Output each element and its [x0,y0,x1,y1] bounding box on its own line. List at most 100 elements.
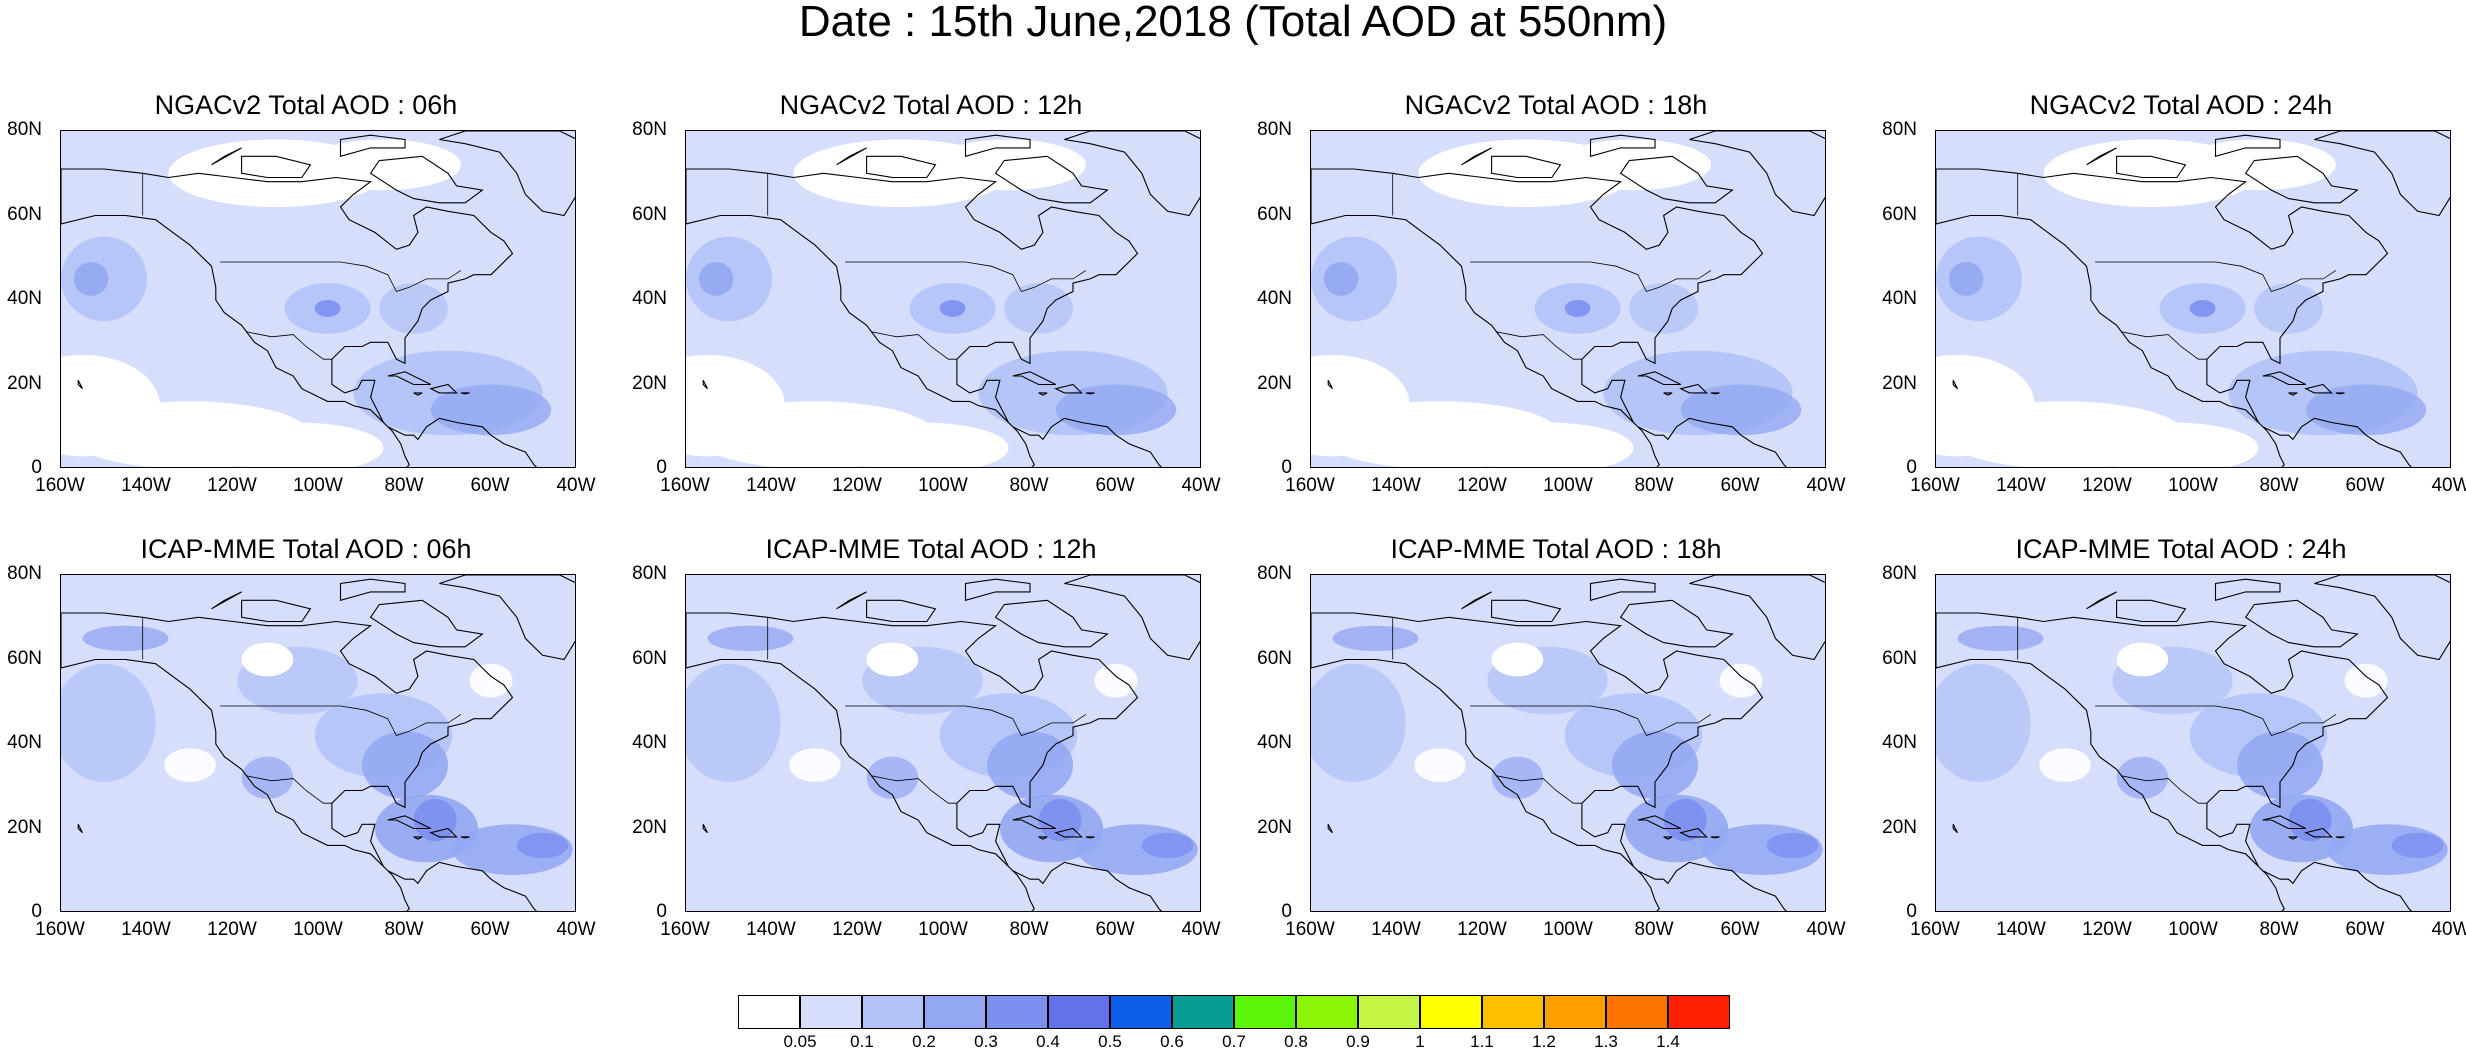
map-area [60,130,576,468]
x-tick-label: 160W [660,475,710,496]
aod-plume [211,422,384,467]
colorbar-label: 0.1 [850,1032,874,1051]
x-tick-label: 60W [1720,475,1760,496]
coastline-island [1637,815,1682,830]
colorbar-swatch [1110,995,1172,1029]
coastline-island [211,147,242,166]
aod-plume [2086,422,2259,467]
coastline-greenland [439,575,575,661]
y-tick-label: 40N [7,288,42,309]
x-tick-label: 80W [2259,475,2299,496]
y-tick-label: 20N [7,816,42,838]
colorbar-swatch [800,995,862,1029]
aod-plume [61,663,156,783]
coastline-island [1619,599,1734,648]
y-tick-label: 60N [1882,203,1917,225]
aod-plume [379,283,448,334]
coastline-island [1491,155,1562,179]
coastline-island [2288,836,2298,840]
x-tick-label: 160W [35,919,85,940]
coastline-island [2335,836,2345,839]
map-panel: NGACv2 Total AOD : 18h 80N 60N 40N 20N 0 160W 1… [1250,90,1845,534]
x-tick-label: 160W [660,919,710,940]
border-us-mexico [870,775,957,804]
coastline-island [2304,383,2333,394]
colorbar-swatch [986,995,1048,1029]
border-us-canada [845,261,1087,292]
coastline-island [1038,392,1048,396]
border-us-mexico [2120,775,2207,804]
colorbar-label: 1.4 [1656,1032,1680,1051]
aod-plume [1491,642,1544,677]
y-tick-label: 80N [632,119,667,140]
coastline-north-america [1311,168,1788,467]
y-tick-label: 60N [7,647,42,669]
colorbar-swatch [1544,995,1606,1029]
x-tick-label: 100W [2168,919,2218,940]
x-tick-label: 160W [1910,919,1960,940]
colorbar-label: 0.2 [912,1032,936,1051]
x-tick-label: 60W [470,475,510,496]
y-tick-label: 40N [1882,288,1917,309]
map-area [1935,130,2451,468]
x-tick-label: 100W [918,475,968,496]
coastline-island [1952,824,1958,834]
coastline-island [1679,383,1708,394]
x-tick-label: 40W [2431,919,2466,940]
coastline-island [2262,815,2307,830]
aod-plume [1629,283,1698,334]
y-tick-label: 80N [632,563,667,584]
colorbar-swatch [924,995,986,1029]
map-area [60,574,576,912]
y-tick-label: 0 [31,457,42,478]
coastline-island [1710,392,1720,395]
coastline-island [994,155,1109,204]
x-tick-label: 80W [1009,919,1049,940]
aod-plume [2288,798,2332,842]
map-area [1935,574,2451,912]
border-us-mexico [245,331,332,360]
colorbar-label: 1.1 [1470,1032,1494,1051]
coastline-island [339,578,406,602]
coastline-greenland [2314,131,2450,217]
colorbar-swatch [1420,995,1482,1029]
coastline-island [1327,824,1333,834]
map-panel: ICAP-MME Total AOD : 12h 80N 60N 40N 20N 0 160… [625,534,1220,978]
coastline-island [429,827,458,838]
coastline-greenland [1064,131,1200,217]
x-tick-label: 60W [470,919,510,940]
aod-plume [1055,384,1177,436]
x-tick-label: 100W [293,919,343,940]
coastline-island [369,155,484,204]
colorbar-legend: 0.05 0.1 0.2 0.3 0.4 0.5 0.6 0.7 0.8 0.9 1 1.1 1.2 1.… [738,995,1730,1053]
x-tick-label: 80W [384,919,424,940]
coastline-island [1085,392,1095,395]
coastline-island [1461,591,1492,610]
panel-title: NGACv2 Total AOD : 18h [1404,90,1708,120]
aod-plume [2181,139,2336,191]
border-us-canada [220,261,462,292]
x-tick-label: 80W [1009,475,1049,496]
coastline-greenland [2314,575,2450,661]
aod-plume [707,625,794,652]
coastline-island [339,134,406,158]
aod-plume [1719,663,1763,698]
aod-plume [866,756,919,799]
map-panel: ICAP-MME Total AOD : 18h 80N 60N 40N 20N 0 160… [1250,534,1845,978]
y-tick-label: 40N [1257,732,1292,753]
aod-map-svg [1311,575,1825,911]
aod-plume [2391,832,2444,859]
x-tick-label: 80W [1634,475,1674,496]
x-tick-label: 140W [1371,475,1421,496]
aod-plume [430,384,552,436]
coastline-island [1589,134,1656,158]
colorbar-swatch [1048,995,1110,1029]
aod-plume [2039,748,2091,783]
x-tick-label: 100W [1543,475,1593,496]
aod-plume [1141,832,1194,859]
x-tick-label: 120W [207,919,257,940]
coastline-island [241,599,312,623]
aod-plume [2305,384,2427,436]
coastline-north-america [686,168,1163,467]
x-tick-label: 40W [556,919,596,940]
